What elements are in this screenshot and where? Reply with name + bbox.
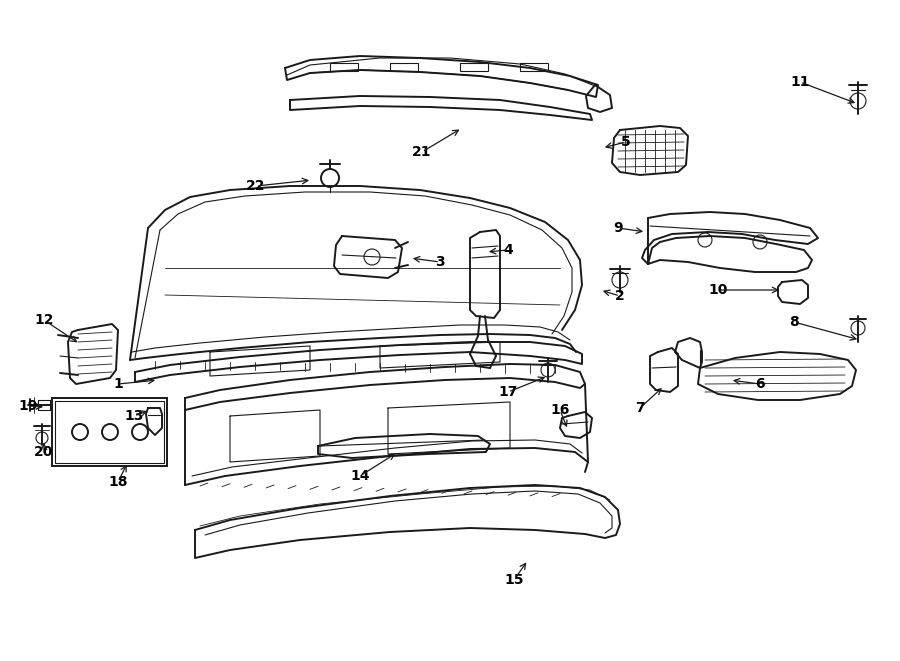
- Text: 7: 7: [635, 401, 644, 415]
- Text: 22: 22: [247, 179, 266, 193]
- Bar: [460, 63, 488, 71]
- Text: 8: 8: [789, 315, 799, 329]
- Bar: [52, 398, 167, 466]
- Text: 11: 11: [790, 75, 810, 89]
- Text: 3: 3: [436, 255, 445, 269]
- Text: 15: 15: [504, 573, 524, 587]
- Text: 13: 13: [124, 409, 144, 423]
- Bar: [390, 63, 418, 71]
- Text: 9: 9: [613, 221, 623, 235]
- Text: 14: 14: [350, 469, 370, 483]
- Text: 6: 6: [755, 377, 765, 391]
- Text: 4: 4: [503, 243, 513, 257]
- Bar: [330, 63, 358, 71]
- Text: 17: 17: [499, 385, 517, 399]
- Text: 19: 19: [18, 399, 38, 413]
- Text: 10: 10: [708, 283, 728, 297]
- Bar: [520, 63, 548, 71]
- Text: 18: 18: [108, 475, 128, 489]
- Bar: [55, 401, 164, 463]
- Text: 5: 5: [621, 135, 631, 149]
- Text: 16: 16: [550, 403, 570, 417]
- Text: 12: 12: [34, 313, 54, 327]
- Text: 1: 1: [113, 377, 123, 391]
- Text: 2: 2: [615, 289, 625, 303]
- Text: 20: 20: [34, 445, 54, 459]
- Text: 21: 21: [412, 145, 432, 159]
